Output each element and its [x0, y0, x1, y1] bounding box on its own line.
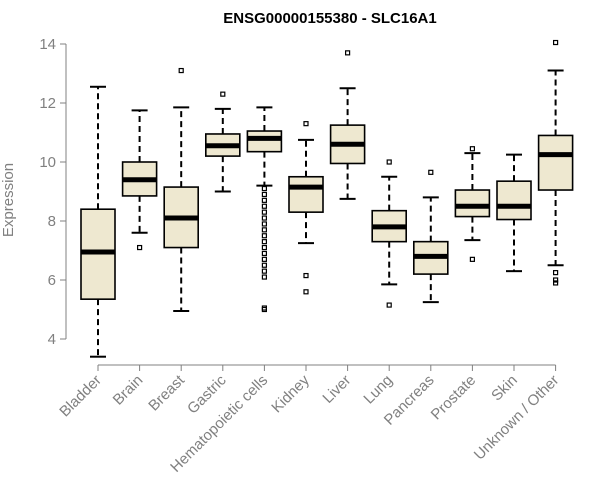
x-tick-label-lung: Lung	[360, 372, 396, 408]
x-tick-label-breast: Breast	[145, 371, 188, 414]
outlier-point	[261, 191, 267, 198]
outlier-point	[261, 233, 267, 239]
iqr-box	[496, 180, 532, 221]
box-breast	[163, 67, 199, 312]
outlier-point	[261, 203, 267, 209]
outlier-point	[428, 169, 434, 175]
outlier-point	[261, 239, 267, 245]
outlier-point	[552, 277, 559, 283]
outlier-point	[303, 289, 309, 295]
outlier-point	[552, 39, 559, 46]
outlier-point	[261, 274, 267, 280]
iqr-box	[246, 130, 283, 153]
outlier-point	[386, 302, 392, 308]
outlier-point	[552, 280, 559, 286]
box-kidney	[288, 121, 324, 295]
outlier-point	[469, 256, 475, 262]
outlier-point	[220, 91, 226, 97]
y-tick-label-10: 10	[39, 154, 56, 171]
y-axis-title: Expression	[0, 163, 17, 237]
iqr-box	[288, 175, 324, 213]
outlier-point	[261, 227, 267, 233]
box-bladder	[80, 85, 116, 358]
outlier-point	[261, 244, 267, 251]
outlier-point	[261, 209, 267, 215]
y-tick-label-8: 8	[48, 213, 56, 230]
outlier-point	[469, 146, 475, 152]
x-tick-label-bladder: Bladder	[56, 372, 105, 421]
x-tick-label-kidney: Kidney	[268, 371, 313, 416]
box-prostate	[454, 146, 491, 262]
outlier-point	[303, 272, 309, 279]
x-tick-label-skin: Skin	[488, 372, 521, 405]
box-liver	[329, 50, 366, 200]
box-skin	[496, 153, 532, 273]
y-tick-label-12: 12	[39, 95, 56, 112]
outlier-point	[261, 221, 267, 227]
y-tick-label-6: 6	[48, 272, 56, 289]
box-unknown-other	[537, 39, 574, 286]
iqr-box	[537, 134, 574, 191]
chart-title: ENSG00000155380 - SLC16A1	[223, 10, 436, 27]
outlier-point	[261, 256, 267, 262]
box-pancreas	[412, 169, 449, 304]
outlier-point	[303, 121, 309, 127]
outlier-point	[261, 197, 267, 203]
box-brain	[121, 109, 158, 251]
outlier-point	[137, 244, 143, 251]
outlier-point	[261, 306, 267, 313]
outlier-point	[261, 215, 267, 221]
outlier-point	[261, 185, 267, 192]
plot-area	[80, 39, 574, 358]
outlier-point	[261, 262, 267, 268]
x-tick-label-prostate: Prostate	[428, 372, 480, 424]
outlier-point	[386, 159, 392, 165]
box-gastric	[205, 91, 241, 193]
box-lung	[371, 159, 408, 308]
outlier-point	[261, 250, 267, 257]
outlier-point	[261, 268, 267, 274]
outlier-point	[178, 67, 184, 74]
outlier-point	[345, 50, 351, 56]
x-tick-label-brain: Brain	[110, 372, 147, 409]
y-tick-label-4: 4	[48, 331, 56, 348]
iqr-box	[454, 189, 491, 218]
x-tick-label-liver: Liver	[319, 372, 354, 407]
y-tick-label-14: 14	[39, 36, 56, 53]
box-hematopoietic-cells	[246, 106, 283, 313]
outlier-point	[552, 270, 559, 276]
